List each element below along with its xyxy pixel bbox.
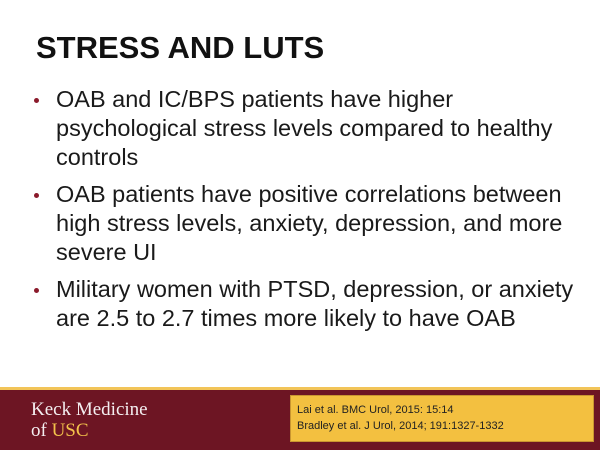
- slide-title: STRESS AND LUTS: [36, 30, 325, 65]
- bullet-dot-icon: [34, 98, 39, 103]
- bullet-text: OAB and IC/BPS patients have higher psyc…: [56, 86, 553, 170]
- bullet-text: OAB patients have positive correlations …: [56, 181, 563, 265]
- bullet-dot-icon: [34, 193, 39, 198]
- bullet-item: OAB patients have positive correlations …: [34, 180, 594, 267]
- bullet-list: OAB and IC/BPS patients have higher psyc…: [34, 85, 594, 341]
- bullet-dot-icon: [34, 288, 39, 293]
- logo-usc: USC: [51, 420, 89, 441]
- bullet-text: Military women with PTSD, depression, or…: [56, 276, 574, 331]
- bullet-item: Military women with PTSD, depression, or…: [34, 275, 594, 333]
- logo-line1: Keck Medicine: [31, 399, 148, 420]
- bullet-item: OAB and IC/BPS patients have higher psyc…: [34, 85, 594, 172]
- logo-of: of: [31, 420, 52, 441]
- citation-line: Bradley et al. J Urol, 2014; 191:1327-13…: [297, 420, 504, 432]
- citation-line: Lai et al. BMC Urol, 2015: 15:14: [297, 404, 454, 416]
- citation-box: Lai et al. BMC Urol, 2015: 15:14 Bradley…: [290, 395, 594, 442]
- keck-medicine-logo: Keck Medicine of USC: [31, 399, 148, 441]
- logo-line2: of USC: [31, 420, 148, 441]
- footer-bar: Keck Medicine of USC Lai et al. BMC Urol…: [0, 387, 600, 450]
